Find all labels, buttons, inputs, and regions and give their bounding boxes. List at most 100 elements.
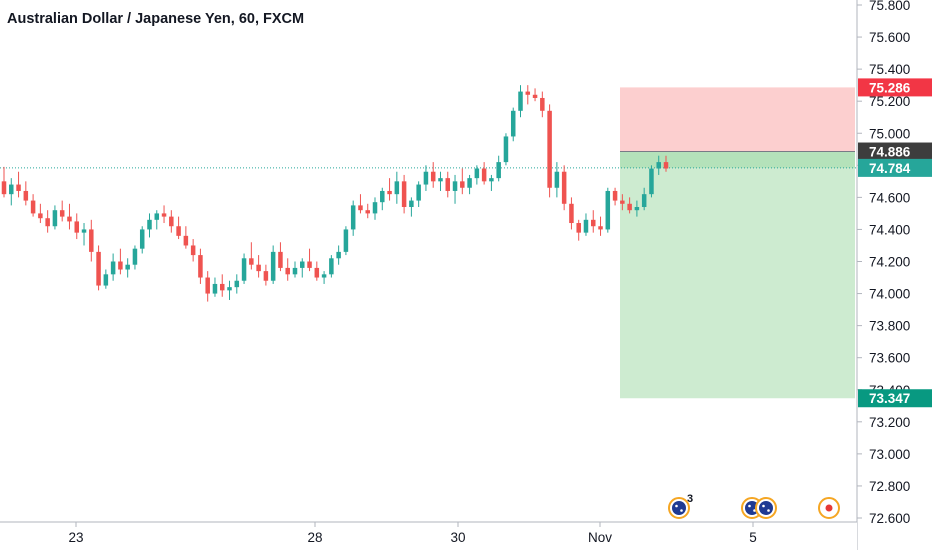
candle-body: [554, 171, 560, 188]
price-tick-label: 75.200: [869, 94, 910, 109]
candle: [590, 210, 596, 233]
candle-body: [467, 178, 472, 188]
candle: [569, 197, 574, 230]
candle-body: [256, 264, 261, 272]
candle: [525, 85, 531, 105]
candle: [183, 226, 189, 249]
flag-au-icon: [668, 497, 690, 519]
entry-price-badge-label: 74.886: [869, 145, 911, 160]
economic-event[interactable]: [818, 497, 840, 519]
flag-au-star: [753, 509, 756, 512]
price-tick-label: 73.800: [869, 319, 910, 334]
candle: [45, 210, 50, 233]
candle-body: [23, 190, 29, 201]
candle-body: [292, 267, 298, 275]
candle: [219, 274, 225, 297]
candle-body: [307, 261, 312, 268]
candle: [30, 194, 36, 217]
stop-price-badge-background: [858, 78, 932, 97]
candle: [336, 245, 341, 265]
candle: [627, 197, 632, 214]
candle-body: [343, 229, 349, 252]
candle: [401, 174, 407, 214]
candle: [52, 205, 58, 230]
candle-body: [620, 200, 625, 204]
price-tick-label: 72.600: [869, 511, 910, 526]
candle: [503, 133, 509, 166]
flag-jp-icon: [818, 497, 840, 519]
candle-body: [227, 287, 232, 291]
price-tick-label: 75.400: [869, 62, 910, 77]
candle: [496, 155, 501, 182]
candle: [518, 85, 523, 118]
candle-body: [154, 213, 160, 220]
candle: [256, 255, 261, 278]
price-tick-label: 75.800: [869, 0, 910, 13]
candle-body: [641, 194, 647, 207]
candle-body: [409, 200, 414, 207]
candle: [212, 277, 218, 297]
candle: [125, 258, 130, 278]
candle-body: [81, 229, 87, 233]
candle: [452, 174, 458, 204]
candle: [510, 107, 516, 142]
candle-body: [219, 283, 225, 291]
candle: [554, 162, 560, 198]
candle-body: [161, 213, 167, 217]
candle-body: [74, 221, 80, 233]
take-profit-zone[interactable]: [620, 151, 855, 399]
candle: [365, 203, 370, 219]
price-tick-label: 74.400: [869, 222, 910, 237]
candle-body: [372, 202, 378, 214]
candle-body: [190, 245, 196, 256]
candle: [67, 203, 72, 230]
flag-au-field: [759, 501, 773, 515]
candle-body: [110, 261, 116, 275]
candle-body: [103, 274, 109, 286]
candle-body: [38, 213, 43, 219]
candle-body: [147, 219, 152, 230]
candle-body: [67, 216, 72, 222]
candle: [176, 216, 181, 240]
candle-body: [241, 258, 247, 281]
candle: [372, 197, 378, 220]
candle-body: [430, 171, 436, 182]
candle-body: [612, 190, 618, 201]
target-price-badge-background: [858, 389, 932, 408]
candle-body: [9, 184, 14, 195]
candle-body: [89, 229, 94, 252]
candle: [481, 162, 487, 185]
candle-body: [16, 184, 21, 191]
candle: [321, 271, 327, 284]
time-tick-label: 23: [68, 530, 83, 545]
candle: [227, 280, 232, 300]
candle-body: [30, 200, 36, 214]
candle-body: [547, 110, 552, 188]
flag-au-star: [680, 509, 683, 512]
candle: [9, 178, 14, 206]
candle: [74, 213, 80, 240]
price-tick-label: 74.000: [869, 287, 910, 302]
candle: [634, 200, 640, 217]
candle-body: [96, 251, 101, 286]
candle: [190, 239, 196, 262]
candle: [154, 210, 160, 230]
plot-area[interactable]: 3: [0, 85, 857, 519]
flag-au-star: [675, 504, 678, 508]
candle: [169, 210, 174, 233]
time-axis[interactable]: 23 28 30 Nov 5: [0, 521, 857, 550]
candle-body: [649, 168, 654, 195]
stop-loss-zone[interactable]: [620, 87, 855, 152]
economic-event[interactable]: 3: [668, 493, 693, 519]
price-axis[interactable]: 75.80075.60075.40075.20075.00074.80074.6…: [856, 0, 932, 550]
candle-body: [387, 190, 392, 195]
chart-title: Australian Dollar / Japanese Yen, 60, FX…: [7, 11, 304, 27]
candle-body: [234, 280, 240, 288]
candle-body: [583, 219, 589, 233]
flag-au-star: [767, 509, 770, 512]
candle-body: [525, 91, 531, 95]
economic-event[interactable]: [741, 497, 777, 519]
candle-body: [423, 171, 429, 185]
candle-body: [394, 181, 400, 195]
candle-body: [329, 258, 334, 275]
